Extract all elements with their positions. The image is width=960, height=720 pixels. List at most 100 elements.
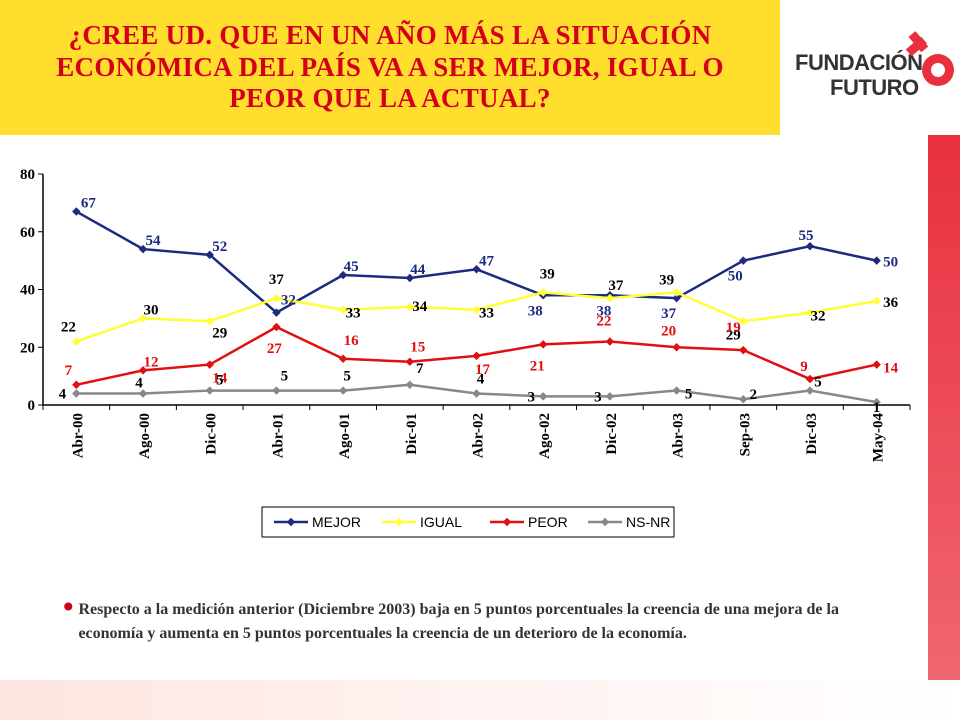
data-label: 5 [814,375,822,391]
data-point [272,386,281,395]
x-tick-label: Dic-03 [804,413,820,455]
data-label: 54 [146,233,162,249]
data-point [605,392,615,401]
data-point [138,366,148,375]
series-line-mejor [75,210,877,315]
legend-marker [286,517,296,527]
chart-axes: 0 20 40 60 80 Abr-00 Ago-00 Dic-00 Abr-01 Ago-01 D… [20,167,911,463]
data-label: 2 [750,387,758,403]
data-label: 32 [810,309,825,325]
data-label: 5 [216,373,224,389]
data-point [338,354,348,364]
data-label: 55 [798,228,813,244]
data-label: 29 [212,325,227,341]
data-label: 33 [346,306,361,322]
data-point [538,392,548,401]
series-line-igual [75,291,877,343]
x-tick-label: Ago-02 [537,413,553,459]
y-tick-label: 40 [20,283,35,299]
data-point [205,386,214,395]
data-label: 50 [883,255,898,271]
decorative-stripe [928,135,960,720]
data-point [538,340,548,349]
x-tick-label: Abr-00 [70,413,86,458]
data-point [805,374,815,384]
y-tick-label: 20 [20,340,35,356]
data-label: 4 [477,371,485,387]
legend-label: PEOR [528,514,568,530]
logo-line2: FUTURO [830,75,919,100]
x-tick-label: May-04 [871,413,887,463]
data-point [672,386,681,395]
data-label: 32 [281,293,296,309]
data-point [138,244,148,254]
x-tick-label: Dic-01 [404,413,420,455]
data-label: 27 [267,341,283,357]
x-tick-label: Dic-00 [204,413,220,455]
page-title: ¿CREE UD. QUE EN UN AÑO MÁS LA SITUACIÓN… [56,19,724,114]
data-label: 67 [81,196,97,212]
data-point [72,337,81,346]
decorative-fade [0,680,960,720]
data-label: 39 [659,272,674,288]
data-point [405,380,415,390]
data-label: 52 [212,239,227,255]
data-point [472,305,481,314]
data-point [338,305,348,314]
data-label: 37 [661,306,677,322]
data-point [872,296,881,306]
legend-label: IGUAL [420,514,462,530]
data-label: 34 [412,299,428,315]
y-tick-label: 80 [20,167,35,183]
legend-marker [502,517,512,527]
data-label: 45 [344,259,359,275]
data-point [205,360,214,369]
data-point [72,389,81,398]
data-label: 38 [528,303,543,319]
logo: FUNDACIÓN FUTURO [790,30,960,110]
data-label: 14 [883,361,899,377]
data-point [739,256,748,265]
data-point [272,308,281,317]
x-tick-label: Ago-01 [337,413,353,459]
data-point [405,273,415,283]
data-point [338,270,348,280]
legend-label: NS-NR [626,514,670,530]
data-point [338,386,348,395]
note-text: Respecto a la medición anterior (Diciemb… [78,601,839,642]
data-label: 5 [343,369,351,385]
data-label: 7 [65,363,73,379]
data-point [272,322,281,332]
data-label: 14 [212,371,228,387]
data-point [472,389,481,398]
data-label: 20 [661,323,676,339]
data-label: 4 [59,386,67,402]
data-label: 33 [479,306,494,322]
data-label: 37 [269,272,285,288]
data-point [138,389,148,398]
y-tick-label: 0 [28,398,36,414]
data-point [472,265,481,274]
data-label: 21 [530,358,545,374]
data-label: 1 [873,400,881,416]
data-point [72,380,81,390]
data-point [272,293,281,303]
data-label: 7 [416,361,424,377]
data-point [872,360,881,369]
data-label: 9 [800,359,808,375]
data-point [605,293,615,303]
data-point [405,302,415,312]
note: • Respecto a la medición anterior (Dicie… [60,594,870,646]
data-label: 22 [61,319,76,335]
data-point [672,343,681,352]
x-tick-label: Abr-01 [270,413,286,458]
data-point [205,250,214,260]
data-label: 37 [608,278,624,294]
logo-line1: FUNDACIÓN [795,50,923,75]
data-point [72,207,81,216]
data-label: 5 [685,387,693,403]
data-point [672,293,681,303]
data-label: 38 [596,303,611,319]
data-label: 22 [596,313,611,329]
title-banner: ¿CREE UD. QUE EN UN AÑO MÁS LA SITUACIÓN… [0,0,780,135]
